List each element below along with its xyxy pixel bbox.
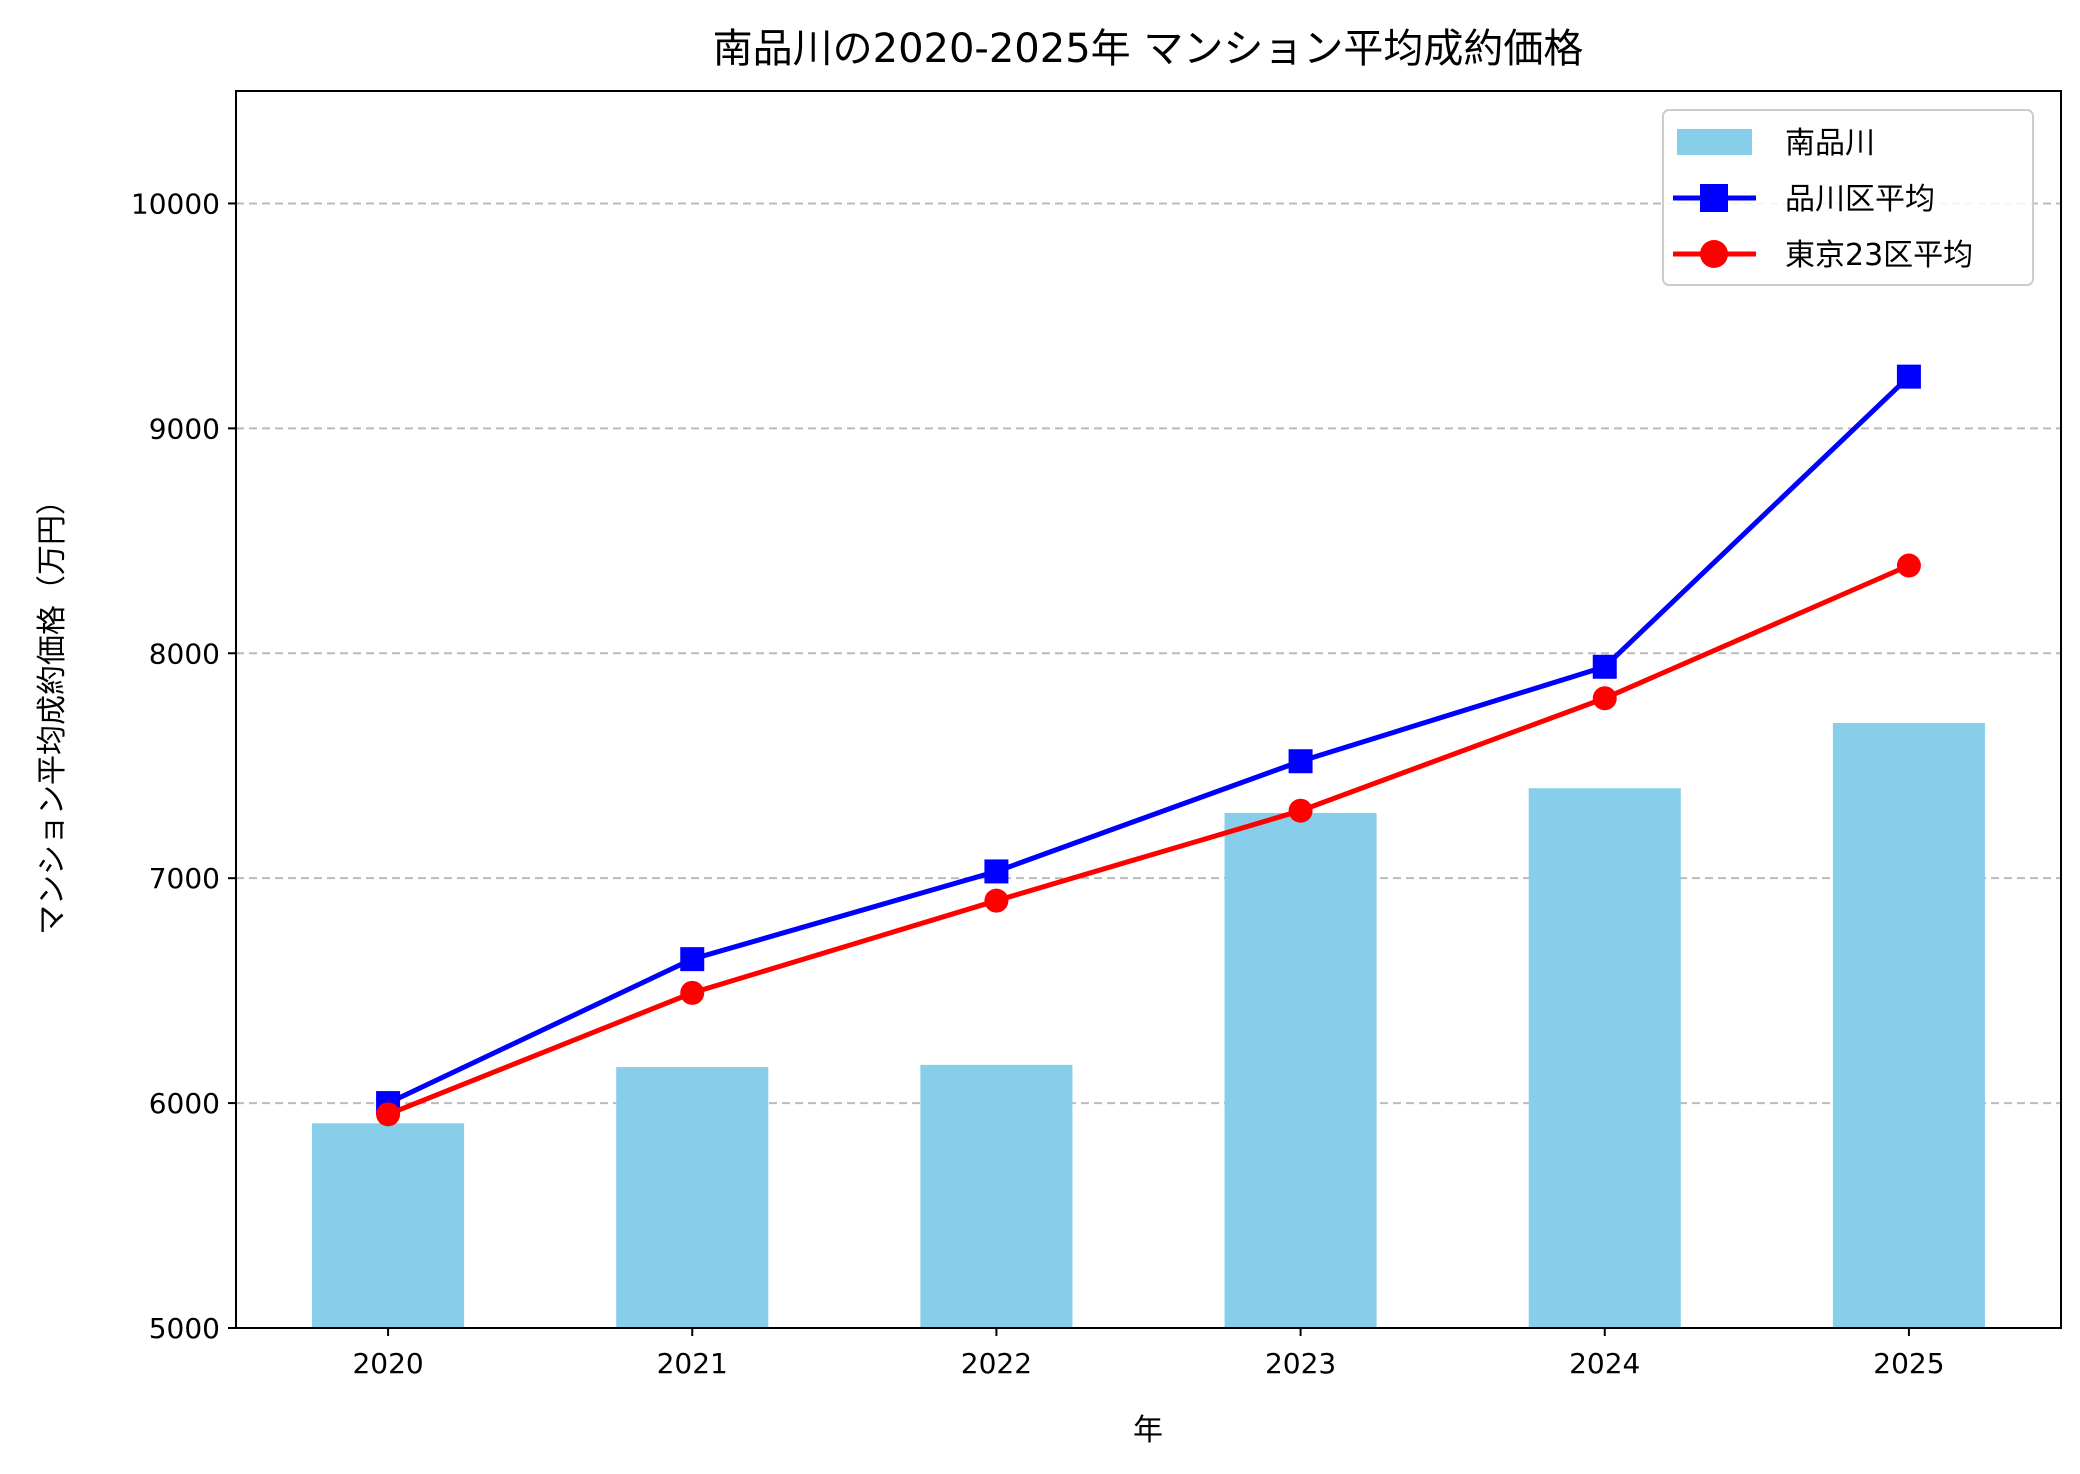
y-tick-label: 7000 <box>149 862 220 895</box>
data-point <box>984 888 1009 913</box>
legend-marker <box>1700 184 1728 212</box>
legend-label: 東京23区平均 <box>1785 238 1973 273</box>
y-tick-label: 5000 <box>149 1312 220 1345</box>
data-point <box>1896 364 1921 389</box>
data-point <box>1896 553 1921 578</box>
series-line <box>387 374 1911 1106</box>
legend-label: 南品川 <box>1785 126 1875 161</box>
data-point <box>1592 686 1617 711</box>
y-axis-label: マンション平均成約価格（万円） <box>35 485 70 935</box>
y-tick-label: 10000 <box>131 187 220 220</box>
x-tick-label: 2025 <box>1873 1347 1944 1380</box>
legend-label: 品川区平均 <box>1785 182 1935 217</box>
data-point <box>1288 798 1313 823</box>
bar <box>1832 722 1985 1328</box>
x-axis-label: 年 <box>1133 1413 1163 1448</box>
bar <box>1528 788 1681 1328</box>
legend-swatch <box>1677 129 1752 155</box>
data-point <box>984 859 1009 884</box>
plot-frame <box>235 90 2062 1329</box>
data-point <box>1592 654 1617 679</box>
legend-marker <box>1700 240 1728 268</box>
series-line <box>387 563 1910 1117</box>
bar <box>920 1064 1073 1328</box>
x-tick-label: 2023 <box>1265 1347 1336 1380</box>
data-point <box>680 980 705 1005</box>
y-tick-label: 8000 <box>149 637 220 670</box>
x-tick-label: 2024 <box>1569 1347 1640 1380</box>
chart-title: 南品川の2020-2025年 マンション平均成約価格 <box>713 26 1584 72</box>
data-point <box>376 1102 401 1127</box>
y-tick-label: 6000 <box>149 1087 220 1120</box>
data-point <box>680 947 705 972</box>
data-point <box>1288 749 1313 774</box>
x-tick-label: 2020 <box>352 1347 423 1380</box>
bar <box>616 1067 769 1328</box>
x-tick-label: 2021 <box>657 1347 728 1380</box>
bar <box>1224 812 1377 1328</box>
y-tick-label: 9000 <box>149 412 220 445</box>
x-tick-label: 2022 <box>961 1347 1032 1380</box>
bar <box>312 1123 465 1328</box>
